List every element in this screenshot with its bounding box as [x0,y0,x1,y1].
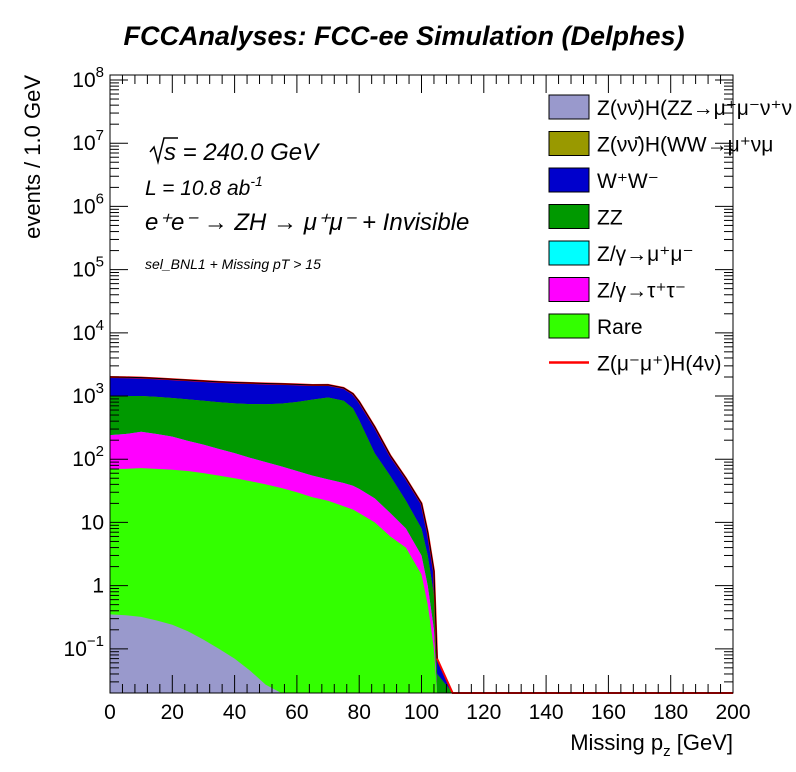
legend-label: Rare [597,316,643,339]
legend-label: Z/γ→μ⁺μ⁻ [597,243,694,266]
y-tick-label-exp: 2 [96,443,104,460]
y-tick-label-exp: −1 [87,633,104,650]
annotation-selection: sel_BNL1 + Missing pT > 15 [145,256,321,272]
y-tick-label-base: 10 [72,448,95,471]
sqrt-symbol [149,137,178,165]
y-tick-label: 106 [72,190,104,218]
legend-swatch [548,204,590,229]
stack-outline [109,376,438,659]
y-tick-label-exp: 8 [96,64,104,81]
y-tick-label-exp: 4 [96,317,104,334]
y-tick-label-base: 10 [72,195,95,218]
x-tick-label: 160 [591,701,626,724]
y-tick-label-base: 10 [64,638,87,661]
y-tick-label-base: 10 [72,132,95,155]
legend-label: Z(μ⁻μ⁺)H(4ν) [597,353,722,376]
y-tick-label-exp: 6 [96,190,104,207]
x-axis-label-sub: z [663,743,671,760]
y-tick-label: 102 [72,443,104,471]
x-axis-label-rest: [GeV] [671,730,733,755]
legend-label: Z(νν̄)H(ZZ→μ⁺μ⁻ν⁺ν [597,97,792,120]
x-tick-label: 200 [715,701,750,724]
chart-title: FCCAnalyses: FCC-ee Simulation (Delphes) [123,21,684,51]
legend-swatch [548,167,590,193]
x-tick-label: 60 [285,701,308,724]
legend-swatch [548,94,590,120]
legend: Z(νν̄)H(ZZ→μ⁺μ⁻ν⁺ν Z(νν̄)H(WW→μ⁺νμ W⁺W⁻ ZZ Z… [548,94,792,376]
x-tick-label: 180 [653,701,688,724]
y-tick-label: 108 [72,64,104,92]
y-tick-label-base: 10 [72,69,95,92]
x-tick-label: 120 [466,701,501,724]
legend-swatch [548,131,590,156]
y-tick-label: 10 [81,511,104,534]
y-axis-label: events / 1.0 GeV [20,75,45,239]
y-tick-label: 103 [72,380,104,408]
x-axis: 0 20 40 60 80 100 120 140 160 180 200 [104,75,751,724]
x-axis-label-text: Missing p [570,730,663,755]
annotation-sqrt-s: s = 240.0 GeV [164,139,320,166]
annotation-lumi-text: L = 10.8 ab [145,177,251,200]
y-tick-label: 10−1 [64,633,104,661]
y-tick-label-exp: 7 [96,127,104,144]
y-tick-label-base: 10 [72,259,95,282]
x-axis-label: Missing pz [GeV] [570,730,733,760]
x-tick-label: 100 [404,701,439,724]
plot-area [109,375,733,694]
legend-label: W⁺W⁻ [597,170,659,193]
annotations: s = 240.0 GeV L = 10.8 ab-1 e⁺e⁻ → ZH → … [145,137,469,272]
legend-swatch [548,277,590,302]
legend-label: Z(νν̄)H(WW→μ⁺νμ [597,134,773,157]
annotation-process: e⁺e⁻ → ZH → μ⁺μ⁻ + Invisible [145,209,469,236]
x-tick-label: 0 [104,701,116,724]
y-tick-label-exp: 5 [96,254,104,271]
x-tick-label: 80 [348,701,371,724]
x-tick-label: 140 [529,701,564,724]
annotation-lumi: L = 10.8 ab-1 [145,173,263,200]
legend-swatch [548,240,590,266]
annotation-lumi-exp: -1 [250,173,262,189]
legend-label: ZZ [597,207,623,230]
y-tick-label: 105 [72,254,104,282]
y-tick-label: 1 [92,575,104,598]
y-tick-label: 107 [72,127,104,155]
x-tick-label: 20 [161,701,184,724]
legend-swatch [548,313,590,339]
y-tick-label: 104 [72,317,104,345]
series-area-1 [110,468,733,693]
y-tick-label-exp: 3 [96,380,104,397]
y-tick-label-base: 10 [72,385,95,408]
x-tick-label: 40 [223,701,246,724]
legend-label: Z/γ→τ⁺τ⁻ [597,280,686,303]
y-tick-label-base: 10 [72,322,95,345]
